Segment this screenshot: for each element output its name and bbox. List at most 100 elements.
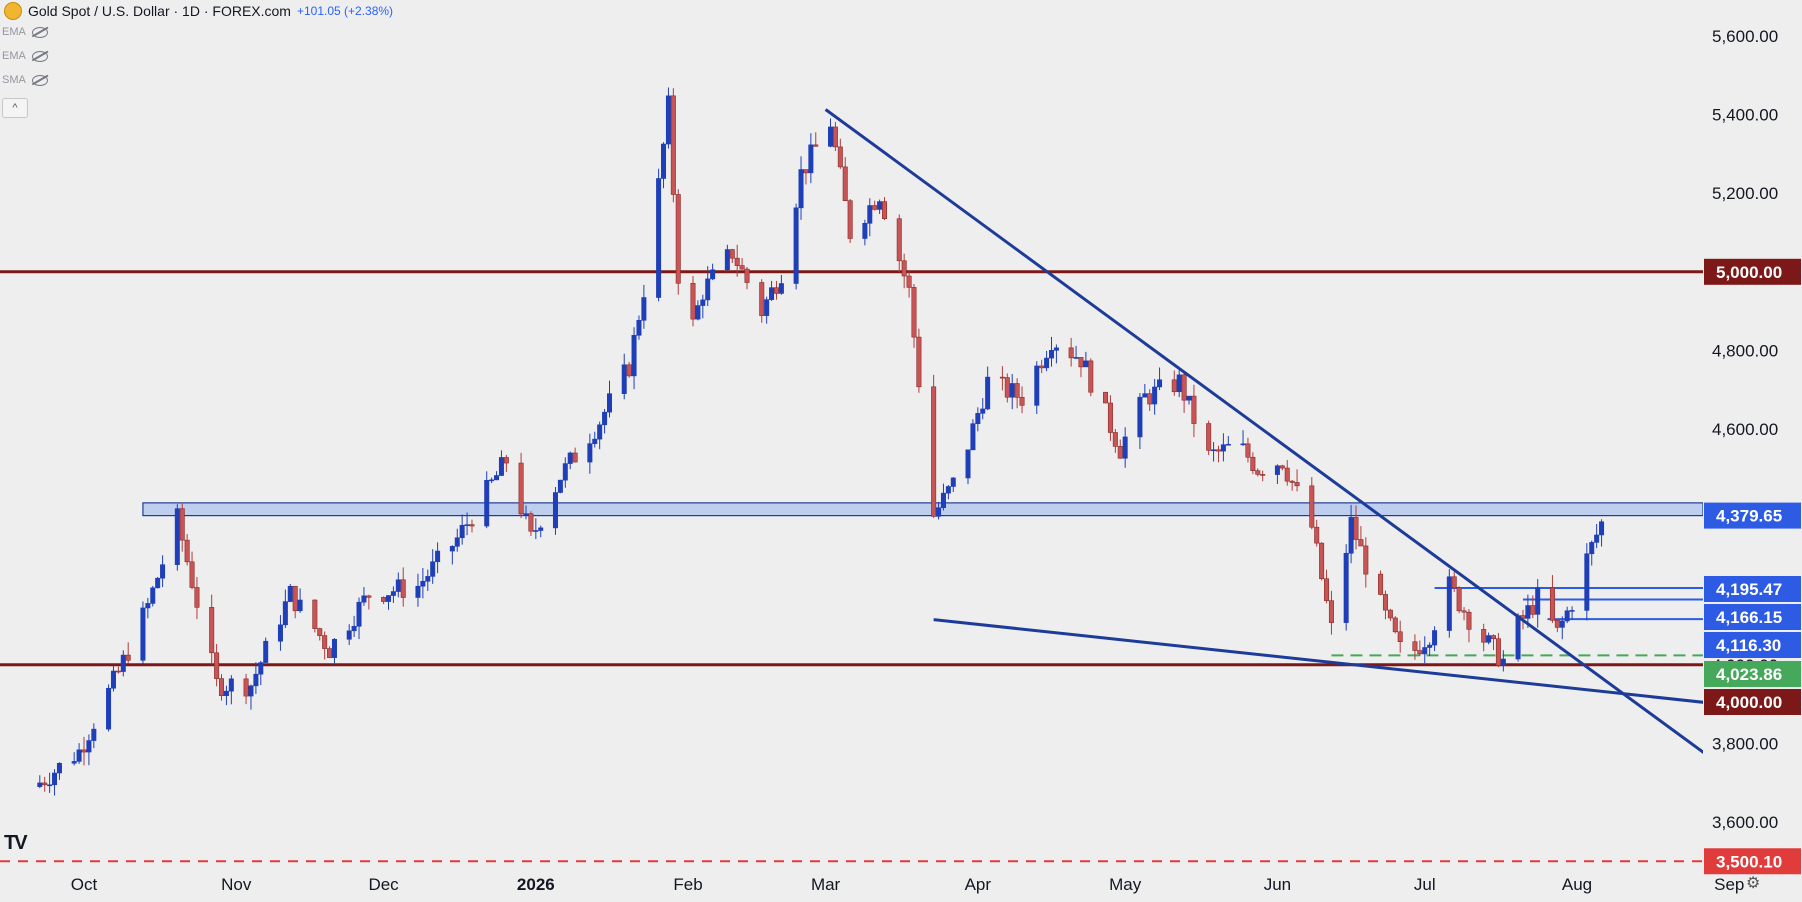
candle-body bbox=[1451, 576, 1457, 589]
candle-body bbox=[734, 257, 740, 266]
candle-body bbox=[837, 146, 843, 168]
x-axis[interactable]: Oct Nov Dec 2026 Feb Mar Apr May Jun Jul Aug Sep bbox=[71, 875, 1745, 894]
candle-body bbox=[282, 601, 288, 626]
candle-body bbox=[1004, 377, 1010, 398]
candle-body bbox=[1009, 383, 1015, 398]
candle-body bbox=[1142, 393, 1148, 398]
candle-body bbox=[1500, 658, 1506, 666]
candle-body bbox=[1215, 449, 1221, 452]
candle-body bbox=[1078, 357, 1084, 368]
candle-body bbox=[562, 463, 568, 481]
candle-body bbox=[1245, 443, 1251, 458]
candle-body bbox=[759, 282, 765, 316]
candle-body bbox=[1461, 610, 1467, 613]
tag-4023-label: 4,023.86 bbox=[1716, 665, 1782, 684]
tag-4023-bg bbox=[1704, 661, 1801, 687]
candle-body bbox=[911, 287, 917, 338]
candle-body bbox=[1348, 517, 1354, 554]
candle-body bbox=[1584, 553, 1590, 611]
candle-body bbox=[219, 678, 225, 696]
tag-3500-label: 3,500.10 bbox=[1716, 852, 1782, 871]
eye-off-icon[interactable] bbox=[31, 26, 48, 38]
tag-zone-label: 4,379.65 bbox=[1716, 507, 1782, 526]
candle-body bbox=[253, 673, 259, 687]
candle-body bbox=[597, 424, 603, 440]
candle-body bbox=[469, 524, 475, 527]
tradingview-logo[interactable]: TV bbox=[4, 832, 28, 854]
candle-body bbox=[1068, 347, 1074, 359]
candle-body bbox=[1103, 391, 1109, 404]
tag-5000-label: 5,000.00 bbox=[1716, 263, 1782, 282]
candle-body bbox=[695, 305, 701, 320]
candle-body bbox=[1117, 446, 1123, 459]
candle-body bbox=[1319, 542, 1325, 580]
candle-body bbox=[56, 762, 62, 774]
candle-body bbox=[778, 283, 784, 294]
chart-header: Gold Spot / U.S. Dollar · 1D · FOREX.com… bbox=[4, 2, 393, 20]
candle-body bbox=[454, 537, 460, 547]
candle-body bbox=[312, 599, 318, 629]
candle-body bbox=[518, 462, 524, 515]
candle-body bbox=[160, 564, 166, 579]
candle-body bbox=[1363, 545, 1369, 575]
candle-body bbox=[322, 635, 328, 649]
eye-off-icon[interactable] bbox=[31, 74, 48, 86]
candle-body bbox=[631, 334, 637, 377]
y-axis[interactable]: 3,600.003,800.004,000.004,200.004,600.00… bbox=[1703, 0, 1802, 902]
candle-body bbox=[1495, 638, 1501, 666]
candle-body bbox=[1083, 360, 1089, 368]
candle-body bbox=[1594, 534, 1600, 543]
x-tick-label: Oct bbox=[71, 875, 98, 894]
candle-body bbox=[297, 599, 303, 612]
collapse-indicators-button[interactable]: ^ bbox=[2, 98, 28, 118]
candle-body bbox=[1397, 631, 1403, 643]
candle-body bbox=[223, 690, 229, 696]
candle-body bbox=[523, 513, 529, 516]
gear-icon[interactable]: ⚙ bbox=[1746, 875, 1761, 892]
candle-body bbox=[965, 449, 971, 479]
candle-body bbox=[1324, 578, 1330, 601]
tag-4116-label: 4,116.30 bbox=[1716, 636, 1781, 655]
candle-body bbox=[936, 507, 942, 517]
candle-body bbox=[395, 579, 401, 592]
candle-body bbox=[1486, 635, 1492, 643]
candle-body bbox=[606, 393, 612, 413]
candle-body bbox=[906, 275, 912, 288]
candle-body bbox=[1559, 620, 1565, 628]
candle-body bbox=[602, 411, 608, 426]
candle-body bbox=[449, 546, 455, 552]
candle-body bbox=[1427, 644, 1433, 648]
candle-body bbox=[1211, 449, 1217, 452]
candle-body bbox=[1289, 480, 1295, 483]
tag-4000-label: 4,000.00 bbox=[1716, 693, 1782, 712]
candle-body bbox=[567, 452, 573, 464]
candle-body bbox=[287, 585, 293, 602]
candle-body bbox=[1049, 350, 1055, 359]
candle-body bbox=[1191, 395, 1197, 424]
price-change: +101.05 (+2.38%) bbox=[296, 4, 394, 18]
indicator-ema-2[interactable]: EMA bbox=[2, 50, 48, 62]
candle-body bbox=[1446, 576, 1452, 631]
candle-body bbox=[916, 336, 922, 388]
candle-body bbox=[327, 648, 333, 658]
candle-body bbox=[729, 249, 735, 259]
candle-body bbox=[76, 749, 82, 762]
candle-body bbox=[1255, 470, 1261, 475]
candle-body bbox=[1220, 444, 1226, 452]
candle-body bbox=[120, 654, 126, 672]
candle-body bbox=[366, 595, 372, 598]
candle-body bbox=[228, 678, 234, 692]
tag-4166-label: 4,166.15 bbox=[1716, 608, 1782, 627]
candle-body bbox=[243, 678, 249, 697]
tag-4195-label: 4,195.47 bbox=[1716, 580, 1782, 599]
indicator-ema-1[interactable]: EMA bbox=[2, 26, 48, 38]
candle-body bbox=[1353, 517, 1359, 540]
candle-body bbox=[184, 539, 190, 563]
indicator-sma[interactable]: SMA bbox=[2, 74, 48, 86]
candle-body bbox=[1456, 587, 1462, 612]
candle-body bbox=[808, 144, 814, 174]
zone-layer bbox=[142, 502, 1704, 517]
symbol-title[interactable]: Gold Spot / U.S. Dollar · 1D · FOREX.com bbox=[28, 3, 291, 19]
eye-off-icon[interactable] bbox=[31, 50, 48, 62]
